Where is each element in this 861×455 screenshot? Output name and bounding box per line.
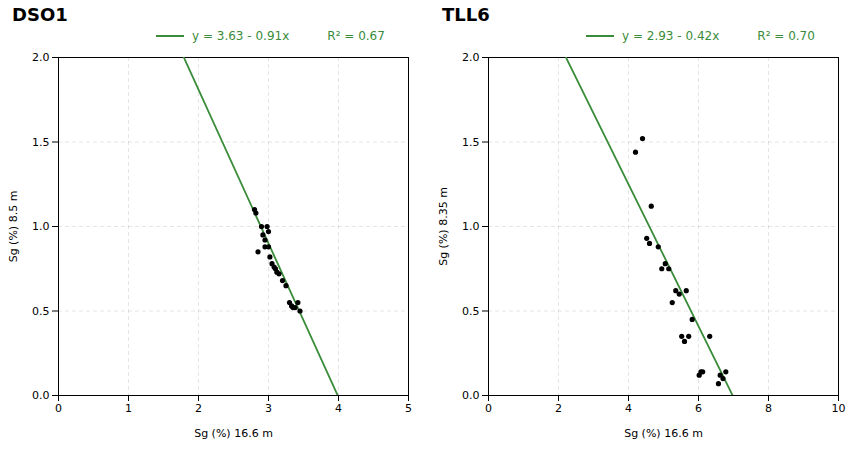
svg-text:2.0: 2.0: [32, 51, 50, 64]
html-text:y = 2.93 - 0.42x: y = 2.93 - 0.42x: [622, 29, 720, 43]
svg-text:1.5: 1.5: [462, 136, 480, 149]
svg-text:2.0: 2.0: [462, 51, 480, 64]
svg-text:4: 4: [625, 402, 632, 415]
svg-text:2: 2: [195, 402, 202, 415]
svg-text:0: 0: [485, 402, 492, 415]
svg-text:0.0: 0.0: [32, 389, 50, 402]
svg-text:1.5: 1.5: [32, 136, 50, 149]
svg-text:10: 10: [832, 402, 846, 415]
svg-text:1.0: 1.0: [32, 220, 50, 233]
html-text:DSO1: DSO1: [12, 4, 68, 25]
svg-text:1.0: 1.0: [462, 220, 480, 233]
html-text:TLL6: TLL6: [442, 4, 490, 25]
svg-text:0: 0: [55, 402, 62, 415]
svg-text:0.0: 0.0: [462, 389, 480, 402]
svg-text:Sg (%) 8.35 m: Sg (%) 8.35 m: [437, 187, 450, 266]
svg-text:4: 4: [335, 402, 342, 415]
svg-text:1: 1: [125, 402, 132, 415]
svg-text:8: 8: [765, 402, 772, 415]
svg-text:5: 5: [405, 402, 412, 415]
html-text:R² = 0.67: R² = 0.67: [327, 29, 385, 43]
svg-text:3: 3: [265, 402, 272, 415]
svg-text:0.5: 0.5: [32, 305, 50, 318]
svg-text:2: 2: [555, 402, 562, 415]
svg-text:Sg (%) 16.6 m: Sg (%) 16.6 m: [624, 427, 703, 440]
svg-text:6: 6: [695, 402, 702, 415]
svg-text:Sg (%) 8.5 m: Sg (%) 8.5 m: [7, 191, 20, 263]
svg-text:Sg (%) 16.6 m: Sg (%) 16.6 m: [194, 427, 273, 440]
svg-text:0.5: 0.5: [462, 305, 480, 318]
html-text:R² = 0.70: R² = 0.70: [757, 29, 815, 43]
html-text:y = 3.63 - 0.91x: y = 3.63 - 0.91x: [192, 29, 290, 43]
